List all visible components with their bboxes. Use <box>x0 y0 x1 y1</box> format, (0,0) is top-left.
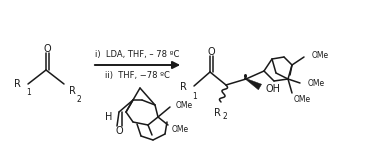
Text: OMe: OMe <box>312 51 329 60</box>
Text: OH: OH <box>266 84 281 94</box>
Text: R: R <box>214 108 220 118</box>
Text: OMe: OMe <box>172 124 189 133</box>
Text: O: O <box>116 126 123 136</box>
Text: OMe: OMe <box>294 95 311 104</box>
Text: O: O <box>208 47 215 57</box>
Text: R: R <box>69 86 76 96</box>
Text: i)  LDA, THF, – 78 ºC: i) LDA, THF, – 78 ºC <box>95 49 180 59</box>
Text: 1: 1 <box>26 88 31 97</box>
Text: R: R <box>14 79 21 89</box>
Text: 2: 2 <box>222 112 227 121</box>
Text: 2: 2 <box>76 95 81 104</box>
Text: OMe: OMe <box>308 79 325 88</box>
Text: R: R <box>180 82 187 92</box>
Text: ii)  THF, −78 ºC: ii) THF, −78 ºC <box>105 71 170 80</box>
Text: OMe: OMe <box>176 100 193 109</box>
Text: O: O <box>43 44 51 54</box>
Text: 1: 1 <box>192 92 197 101</box>
Polygon shape <box>246 79 262 90</box>
Text: H: H <box>105 112 112 122</box>
